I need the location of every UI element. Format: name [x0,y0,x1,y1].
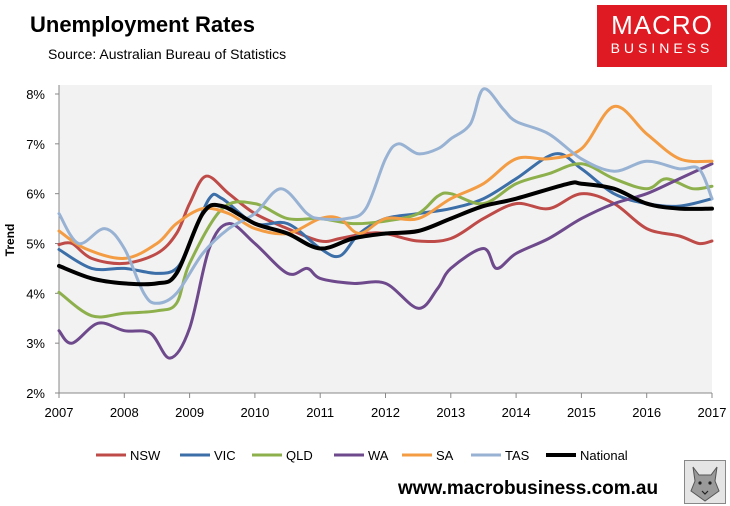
series-line-vic [57,152,714,275]
x-tick-label: 2008 [110,405,139,420]
series-line-nsw [57,174,714,266]
y-tick-label: 3% [26,336,45,351]
x-tick-label: 2017 [698,405,727,420]
x-tick-label: 2010 [240,405,269,420]
y-tick-label: 2% [26,386,45,401]
legend-label-nsw: NSW [130,448,161,463]
macrobusiness-logo: MACRO BUSINESS [597,5,727,67]
x-tick-label: 2007 [45,405,74,420]
legend-label-tas: TAS [505,448,530,463]
x-tick-label: 2011 [306,405,334,420]
y-tick-label: 7% [26,137,45,152]
legend-label-wa: WA [368,448,389,463]
legend-label-vic: VIC [214,448,236,463]
x-tick-label: 2014 [502,405,531,420]
x-tick-label: 2015 [567,405,596,420]
x-tick-label: 2012 [371,405,400,420]
logo-line-1: MACRO [611,10,713,40]
chart-subtitle: Source: Australian Bureau of Statistics [48,46,287,62]
series-line-national [57,180,714,287]
series-line-tas [57,87,714,305]
x-tick-label: 2013 [436,405,465,420]
series-line-wa [57,162,714,360]
legend-label-sa: SA [436,448,454,463]
x-tick-label: 2016 [632,405,661,420]
y-tick-label: 6% [26,187,45,202]
legend-label-qld: QLD [286,448,313,463]
chart-title: Unemployment Rates [30,12,255,37]
series-line-sa [57,104,714,260]
logo-line-2: BUSINESS [610,40,714,56]
y-tick-label: 4% [26,286,45,301]
wolf-logo-image [684,460,726,504]
y-axis-label: Trend [3,224,17,257]
x-tick-label: 2009 [175,405,204,420]
plot-area [59,85,712,393]
y-tick-label: 8% [26,87,45,102]
y-tick-label: 5% [26,237,45,252]
legend-label-national: National [580,448,628,463]
website-url[interactable]: www.macrobusiness.com.au [398,478,659,499]
